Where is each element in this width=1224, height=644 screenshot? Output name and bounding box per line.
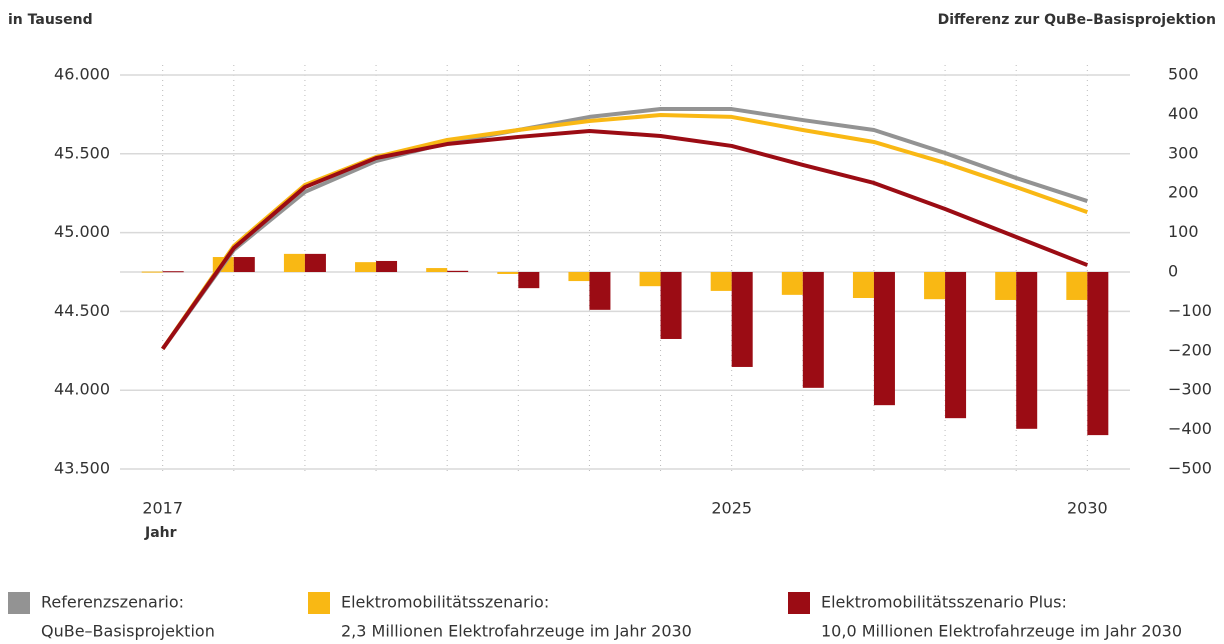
bar [304, 253, 326, 272]
y2-tick-label: 0 [1168, 262, 1178, 281]
legend-swatch [308, 592, 330, 614]
y2-tick-label: −400 [1168, 419, 1212, 438]
legend-description: 2,3 Millionen Elektrofahrzeuge im Jahr 2… [341, 622, 692, 641]
y2-tick-label: −300 [1168, 380, 1212, 399]
legend-swatch [8, 592, 30, 614]
legend-label: Elektromobilitätsszenario: [341, 593, 549, 612]
bar [283, 253, 305, 272]
bar [162, 271, 184, 273]
bar [639, 272, 661, 287]
bar [660, 272, 682, 339]
y2-tick-label: −200 [1168, 340, 1212, 359]
bar [710, 272, 732, 291]
x-tick-label: 2017 [142, 499, 183, 518]
y2-tick-label: −100 [1168, 301, 1212, 320]
bar [995, 272, 1017, 300]
bar [518, 272, 540, 289]
legend-description: 10,0 Millionen Elektrofahrzeuge im Jahr … [821, 622, 1182, 641]
y-tick-label: 45.500 [54, 143, 110, 162]
legend-description: QuBe–Basisprojektion [41, 622, 215, 641]
y-tick-label: 45.000 [54, 222, 110, 241]
bar [924, 272, 946, 300]
bar [873, 272, 895, 406]
bar [731, 272, 753, 367]
y2-tick-label: 500 [1168, 65, 1199, 84]
bar [852, 272, 874, 299]
line [161, 128, 1089, 351]
x-axis-label: Jahr [144, 525, 177, 541]
x-tick-label: 2030 [1067, 499, 1108, 518]
bar [233, 257, 255, 272]
bar [568, 272, 590, 282]
bar [781, 272, 803, 295]
bar [376, 260, 398, 272]
line [161, 107, 1088, 351]
bar [1066, 272, 1088, 300]
y-tick-label: 46.000 [54, 65, 110, 84]
y-tick-label: 44.500 [54, 301, 110, 320]
legend-label: Referenzszenario: [41, 593, 184, 612]
right-axis-label: Differenz zur QuBe–Basisprojektion [938, 12, 1216, 28]
y2-tick-label: 200 [1168, 183, 1199, 202]
y2-tick-label: −500 [1168, 459, 1212, 478]
bar [497, 272, 519, 274]
bar [802, 272, 824, 388]
bar [1087, 272, 1109, 436]
left-axis-label: in Tausend [8, 12, 93, 28]
y2-tick-label: 300 [1168, 143, 1199, 162]
bar [447, 270, 469, 272]
y-tick-label: 44.000 [54, 380, 110, 399]
legend-swatch [788, 592, 810, 614]
bar [945, 272, 967, 419]
bar [141, 271, 163, 273]
y-tick-label: 43.500 [54, 459, 110, 478]
y2-tick-label: 400 [1168, 104, 1199, 123]
bar [355, 262, 377, 272]
y2-tick-label: 100 [1168, 222, 1199, 241]
x-tick-label: 2025 [711, 499, 752, 518]
bar [589, 272, 611, 310]
bar [1016, 272, 1038, 429]
bar [426, 268, 448, 272]
legend-label: Elektromobilitätsszenario Plus: [821, 593, 1067, 612]
